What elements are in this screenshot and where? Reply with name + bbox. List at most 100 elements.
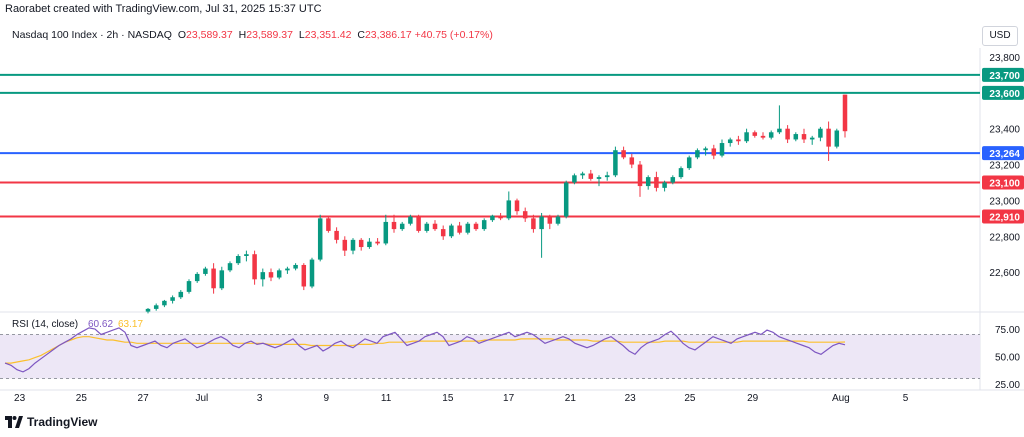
low-label: L [298, 29, 305, 41]
candle-body [416, 216, 421, 231]
candle-body [162, 300, 167, 306]
candle-body [309, 259, 315, 287]
candle-body [408, 216, 413, 224]
candle-body [768, 132, 774, 138]
candle-body [621, 150, 626, 158]
time-tick-label: 17 [503, 393, 515, 404]
candle-body [358, 239, 364, 248]
candle-body [268, 272, 274, 278]
rsi-line [4, 327, 846, 373]
candle-body [186, 281, 192, 292]
candle-body [727, 139, 733, 144]
candle-body [752, 132, 758, 136]
candle-body [457, 225, 462, 233]
symbol-name[interactable]: Nasdaq 100 Index · 2h · NASDAQ [12, 29, 172, 41]
candle-body [178, 291, 184, 298]
candle-body [170, 297, 175, 301]
candle-body [670, 177, 676, 183]
candle-body [760, 135, 766, 138]
candle-body [555, 216, 561, 224]
change-value: +40.75 (+0.17%) [414, 29, 493, 41]
candle-body [563, 182, 569, 217]
time-tick-label: 9 [324, 393, 330, 404]
price-level-badge [982, 175, 1024, 190]
candle-body [736, 139, 741, 142]
price-level-label: 23,600 [989, 89, 1020, 100]
candle-body [440, 229, 446, 237]
time-tick-label: 23 [14, 393, 26, 404]
candle-body [244, 254, 249, 256]
open-label: O [177, 29, 187, 41]
candle-body [678, 168, 684, 178]
candle-body [145, 308, 151, 312]
candle-body [531, 218, 536, 230]
candle-body [490, 215, 495, 221]
candle-body [326, 218, 331, 231]
candle-body [276, 270, 282, 278]
candle-body [588, 173, 594, 179]
candle-body [424, 223, 430, 231]
candle-body [227, 263, 233, 271]
rsi-legend-value: 60.62 [88, 319, 113, 330]
candle-body [285, 268, 290, 271]
rsi-tick-label: 50.00 [995, 353, 1020, 364]
candle-body [506, 200, 512, 219]
candle-body [842, 94, 848, 132]
time-tick-label: 21 [565, 393, 577, 404]
time-tick-label: 15 [442, 393, 454, 404]
tradingview-logo[interactable]: TradingView [5, 415, 97, 429]
close-label: C [357, 29, 365, 41]
chart-credit: Raorabet created with TradingView.com, J… [5, 3, 322, 15]
candle-body [818, 128, 823, 138]
low-value: 23,351.42 [304, 29, 352, 41]
candle-body [654, 177, 659, 188]
price-tick-label: 23,800 [989, 53, 1020, 64]
candle-body [834, 130, 840, 147]
candle-body [252, 254, 257, 280]
candle-body [686, 157, 692, 169]
candle-body [449, 225, 454, 237]
price-tick-label: 23,400 [989, 125, 1020, 136]
candle-body [317, 218, 323, 260]
currency-selector[interactable]: USD [982, 26, 1018, 46]
candle-body [399, 223, 405, 230]
candle-body [473, 223, 479, 230]
price-level-badge [982, 67, 1024, 82]
time-tick-label: 23 [625, 393, 637, 404]
candle-body [522, 211, 528, 219]
candle-body [465, 223, 471, 233]
candle-body [785, 128, 790, 140]
price-level-label: 23,700 [989, 71, 1020, 82]
candle-body [211, 268, 216, 289]
candle-body [260, 272, 266, 280]
rsi-tick-label: 25.00 [995, 380, 1020, 391]
candle-body [301, 264, 307, 287]
candle-body [637, 164, 643, 187]
candle-body [350, 239, 356, 251]
candle-body [596, 177, 602, 179]
candle-body [604, 175, 610, 178]
candle-body [203, 268, 208, 274]
candle-body [547, 216, 553, 224]
tradingview-brand: TradingView [27, 415, 98, 429]
candle-body [367, 241, 372, 248]
candle-body [342, 239, 348, 251]
candle-body [777, 128, 782, 133]
time-tick-label: Aug [832, 393, 850, 404]
open-value: 23,589.37 [186, 29, 233, 41]
candle-body [481, 220, 487, 230]
rsi-band [0, 334, 980, 379]
candle-body [719, 143, 725, 156]
candle-body [498, 215, 503, 219]
price-tick-label: 22,800 [989, 232, 1020, 243]
candle-body [645, 177, 651, 187]
time-tick-label: Jul [195, 393, 208, 404]
price-level-label: 23,100 [989, 178, 1020, 189]
candle-body [695, 150, 700, 158]
price-level-badge [982, 146, 1024, 161]
candle-body [219, 270, 225, 289]
rsi-legend-title: RSI (14, close) [12, 319, 78, 330]
price-level-badge [982, 209, 1024, 224]
price-tick-label: 23,000 [989, 196, 1020, 207]
